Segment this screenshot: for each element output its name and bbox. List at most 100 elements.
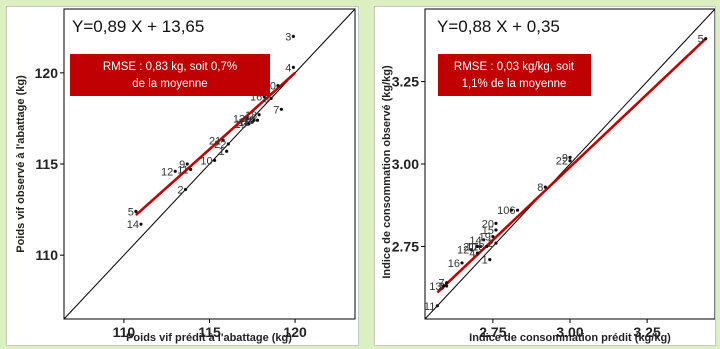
x-axis-label: Poids vif prédit à l'abattage (kg) [126, 332, 292, 344]
data-point-label: 14 [469, 235, 481, 247]
data-point [189, 167, 193, 172]
data-point-label: 13 [233, 113, 245, 125]
x-tick-label: 115 [198, 324, 221, 340]
data-point [185, 162, 189, 166]
data-point-label: 17 [243, 115, 255, 127]
data-point [257, 113, 261, 117]
data-point-label: 7 [273, 104, 279, 116]
data-point-label: 3 [285, 31, 291, 43]
rmse-text-line2: de la moyenne [132, 78, 207, 90]
data-point [494, 241, 498, 245]
y-axis-label: Indice de consommation observé (kg/kg) [381, 65, 393, 279]
data-point-label: 19 [235, 119, 247, 131]
data-point [515, 208, 520, 212]
data-point [250, 120, 254, 124]
data-point [134, 209, 138, 214]
data-point [475, 251, 480, 255]
data-point-label: 7 [438, 278, 444, 290]
data-point [491, 234, 495, 239]
y-tick-label: 120 [35, 65, 59, 81]
data-point-label: 15 [482, 225, 494, 237]
data-point-label: 21 [209, 135, 221, 147]
data-point-label: 21 [463, 241, 475, 253]
data-point [291, 65, 295, 69]
data-point-label: 2 [488, 238, 494, 250]
scatter-chart-feed-conversion: 2.753.003.252.753.003.251234567891011121… [381, 8, 715, 344]
data-point [226, 142, 230, 146]
regression-equation: Y=0,88 X + 0,35 [437, 17, 560, 36]
y-axis-label: Poids vif observé à l'abattage (kg) [15, 75, 27, 253]
data-point-label: 16 [448, 258, 460, 270]
data-point [475, 244, 480, 249]
data-point [173, 169, 177, 173]
data-point [444, 284, 449, 288]
x-tick-label: 3.25 [634, 324, 661, 340]
data-point [494, 228, 498, 232]
data-point-label: 13 [429, 281, 441, 293]
data-point [291, 34, 295, 38]
data-point-label: 10 [497, 205, 509, 217]
data-point [485, 244, 489, 249]
data-point [488, 258, 492, 262]
data-point [247, 122, 251, 126]
data-point [276, 83, 280, 88]
regression-line [436, 37, 707, 294]
data-point-label: 22 [214, 139, 226, 151]
data-point [704, 37, 708, 41]
data-point-label: 9 [562, 152, 568, 164]
chart-panel-right: 2.753.003.252.753.003.251234567891011121… [374, 6, 716, 346]
data-point [213, 158, 217, 162]
data-point-label: 8 [246, 115, 252, 127]
rmse-box [70, 54, 270, 96]
data-point-label: 15 [238, 117, 250, 129]
data-point-label: 12 [457, 245, 469, 257]
y-tick-label: 3.25 [392, 74, 419, 90]
data-point-label: 11 [177, 164, 188, 176]
data-point [478, 244, 483, 249]
data-point [469, 248, 473, 252]
data-point-label: 2 [177, 185, 183, 197]
x-axis-label: Indice de consommation prédit (kg/kg) [469, 332, 671, 344]
data-point [568, 155, 572, 160]
data-point [245, 116, 249, 121]
data-point [221, 138, 225, 142]
x-tick-label: 120 [283, 324, 307, 340]
data-point [279, 107, 283, 111]
data-point-label: 12 [161, 166, 173, 178]
y-tick-label: 115 [35, 156, 58, 172]
data-point [435, 304, 439, 308]
identity-line [63, 8, 356, 320]
data-point-label: 5 [128, 206, 134, 218]
data-point-label: 22 [556, 156, 568, 168]
x-tick-label: 3.00 [556, 324, 583, 340]
x-tick-label: 110 [113, 324, 136, 340]
data-point-label: 6 [263, 93, 269, 105]
data-point [255, 118, 260, 122]
regression-equation: Y=0,89 X + 13,65 [72, 17, 204, 36]
identity-line [424, 8, 715, 320]
data-point-label: 14 [127, 219, 139, 231]
rmse-box [438, 54, 591, 96]
data-point-label: 11 [424, 301, 435, 313]
data-point [269, 96, 273, 100]
data-point-label: 19 [479, 232, 491, 244]
data-point [568, 159, 572, 163]
data-point-label: 10 [200, 155, 212, 167]
data-point [139, 222, 143, 226]
y-tick-label: 3.00 [392, 156, 419, 172]
data-point-label: 17 [466, 241, 478, 253]
data-point-label: 9 [179, 159, 185, 171]
data-point [444, 281, 449, 285]
data-point-label: 20 [482, 218, 494, 230]
rmse-text-line2: 1,1% de la moyenne [462, 78, 567, 90]
x-tick-label: 2.75 [479, 324, 506, 340]
rmse-text-line1: RMSE : 0,83 kg, soit 0,7% [103, 61, 237, 73]
data-point-label: 4 [285, 62, 291, 74]
data-point [494, 221, 498, 225]
chart-panel-left: 110 115 120 110 115 120 1 2 3 4 5 6 7 8 9 10 11 12 13 14 15 1… [6, 6, 359, 346]
data-point-label: 1 [218, 146, 224, 158]
y-tick-label: 110 [35, 247, 58, 263]
data-point [460, 261, 464, 265]
data-point [509, 208, 513, 212]
